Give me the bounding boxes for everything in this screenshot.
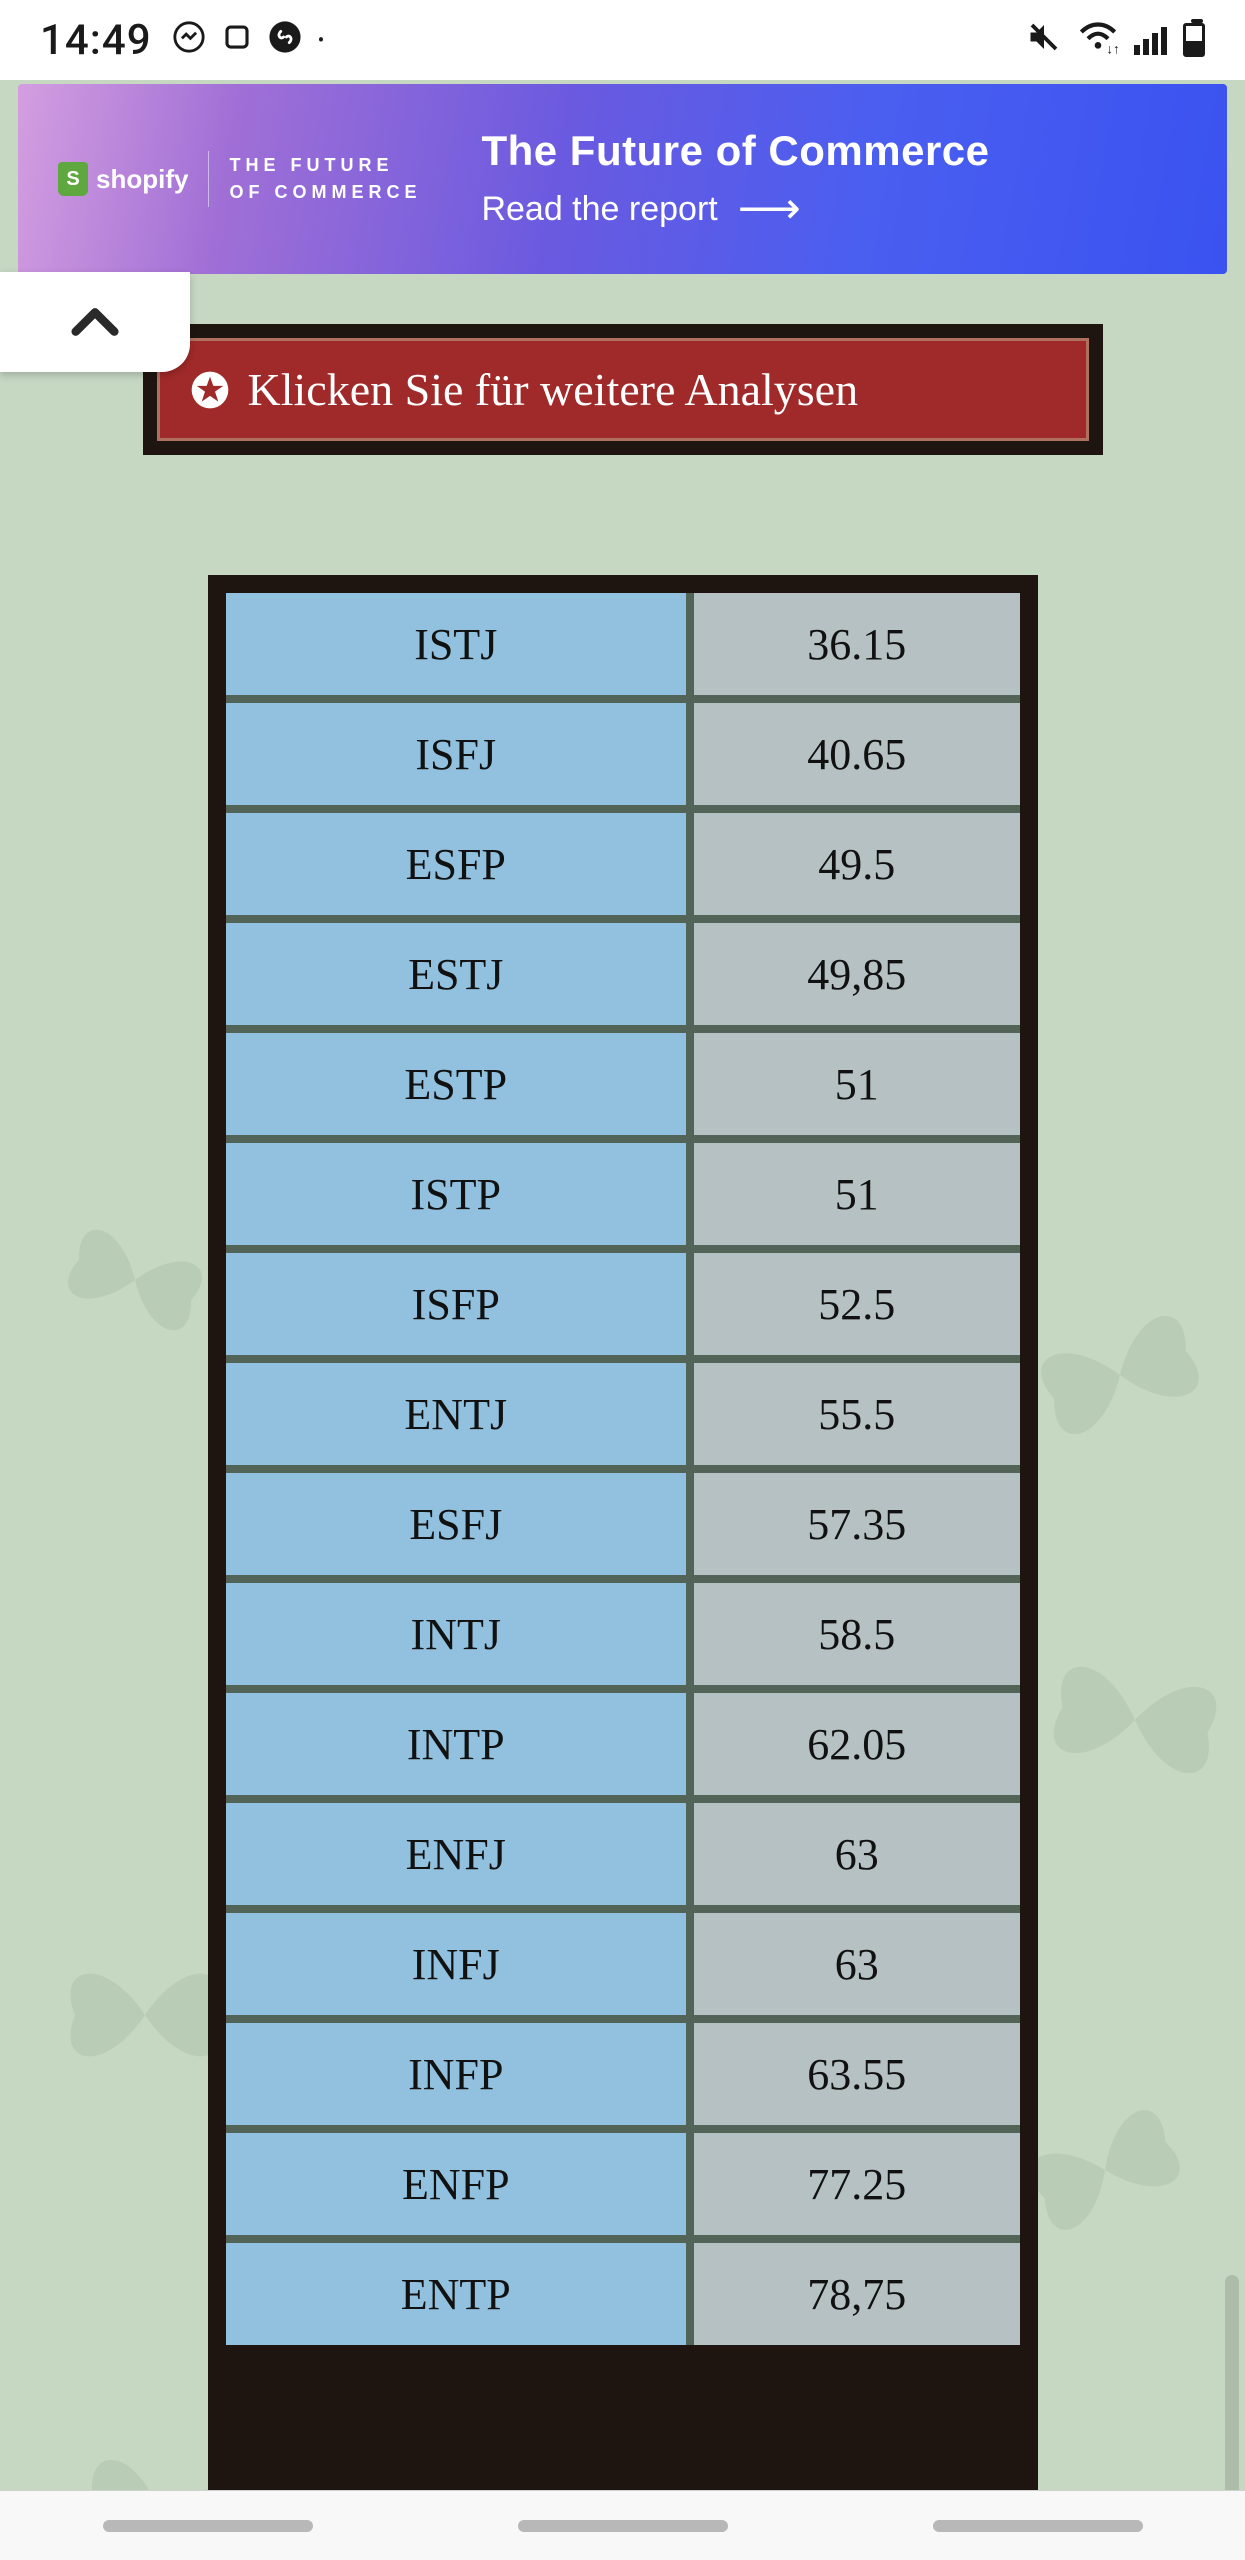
mbti-value-cell: 57.35 [694,1473,1019,1575]
mbti-type-cell: ENFJ [226,1803,687,1905]
mbti-value-cell: 55.5 [694,1363,1019,1465]
table-row: ENFP77.25 [226,2133,1020,2235]
scrollbar[interactable] [1225,2275,1239,2490]
collapse-tab[interactable] [0,272,190,372]
table-row: ISFJ40.65 [226,703,1020,805]
mbti-value-cell: 63.55 [694,2023,1019,2125]
star-badge-icon [190,370,230,410]
mbti-type-cell: ESTP [226,1033,687,1135]
mbti-type-cell: ESFP [226,813,687,915]
mbti-value-cell: 77.25 [694,2133,1019,2235]
ad-tagline-line2: OF COMMERCE [229,182,421,202]
nav-home[interactable] [518,2520,728,2532]
ad-headline: The Future of Commerce [481,127,1187,175]
mbti-table-grid: ISTJ36.15ISFJ40.65ESFP49.5ESTJ49,85ESTP5… [226,593,1020,2345]
mbti-value-cell: 51 [694,1033,1019,1135]
table-row: ISTP51 [226,1143,1020,1245]
table-row: ISFP52.5 [226,1253,1020,1355]
shopify-bag-icon: S [58,162,88,196]
table-row: ENTJ55.5 [226,1363,1020,1465]
status-left: 14:49 • [40,16,324,65]
arrow-right-icon: ⟶ [738,187,801,231]
mbti-type-cell: ISTP [226,1143,687,1245]
analysis-cta-inner: Klicken Sie für weitere Analysen [157,338,1089,441]
table-row: ENFJ63 [226,1803,1020,1905]
ad-copy: The Future of Commerce Read the report ⟶ [461,127,1187,231]
ad-cta-label: Read the report [481,190,717,229]
chevron-up-icon [66,293,124,351]
status-system-icons: ↓↑ [1026,19,1205,61]
dot-icon: • [318,30,325,50]
table-row: ESFJ57.35 [226,1473,1020,1575]
shopify-logo: S shopify [58,162,188,196]
mbti-value-cell: 49.5 [694,813,1019,915]
mbti-type-cell: INFJ [226,1913,687,2015]
mbti-type-cell: ISFP [226,1253,687,1355]
mbti-type-cell: INFP [226,2023,687,2125]
mbti-value-cell: 63 [694,1803,1019,1905]
content-area: ISTJ36.15ISFJ40.65ESFP49.5ESTJ49,85ESTP5… [0,455,1245,2490]
mbti-value-cell: 58.5 [694,1583,1019,1685]
mbti-value-cell: 40.65 [694,703,1019,805]
table-row: INTP62.05 [226,1693,1020,1795]
table-row: INFJ63 [226,1913,1020,2015]
mbti-type-cell: ESFJ [226,1473,687,1575]
wifi-icon: ↓↑ [1078,20,1118,60]
butterfly-icon [1013,1598,1245,1841]
shopify-wordmark: shopify [96,164,188,195]
mute-icon [1026,19,1062,61]
table-row: ENTP78,75 [226,2243,1020,2345]
svg-text:↓↑: ↓↑ [1106,43,1118,54]
messenger-icon [172,20,206,60]
mbti-value-cell: 63 [694,1913,1019,2015]
analysis-cta[interactable]: Klicken Sie für weitere Analysen [143,324,1103,455]
table-row: ESTJ49,85 [226,923,1020,1025]
status-notification-icons: • [172,20,325,60]
ad-tagline: THE FUTURE OF COMMERCE [229,152,421,206]
analysis-cta-label: Klicken Sie für weitere Analysen [248,363,859,416]
ad-cta[interactable]: Read the report ⟶ [481,187,1187,231]
table-row: ISTJ36.15 [226,593,1020,695]
status-bar: 14:49 • ↓↑ [0,0,1245,80]
mbti-value-cell: 62.05 [694,1693,1019,1795]
mbti-type-cell: ENFP [226,2133,687,2235]
ad-divider [208,151,209,207]
nav-recent[interactable] [103,2520,313,2532]
mbti-value-cell: 78,75 [694,2243,1019,2345]
mbti-type-cell: INTJ [226,1583,687,1685]
ad-brand-block: S shopify THE FUTURE OF COMMERCE [58,151,421,207]
shazam-icon [268,20,302,60]
mbti-table: ISTJ36.15ISFJ40.65ESFP49.5ESTJ49,85ESTP5… [208,575,1038,2490]
nav-back[interactable] [933,2520,1143,2532]
mbti-type-cell: ISFJ [226,703,687,805]
mbti-type-cell: ENTJ [226,1363,687,1465]
table-row: ESFP49.5 [226,813,1020,915]
mbti-value-cell: 51 [694,1143,1019,1245]
android-nav-bar [0,2490,1245,2560]
table-row: INTJ58.5 [226,1583,1020,1685]
square-icon [222,22,252,58]
mbti-value-cell: 52.5 [694,1253,1019,1355]
status-time: 14:49 [40,16,152,65]
mbti-type-cell: INTP [226,1693,687,1795]
battery-icon [1183,23,1205,57]
ad-tagline-line1: THE FUTURE [229,155,393,175]
signal-icon [1134,25,1167,55]
mbti-type-cell: ESTJ [226,923,687,1025]
ad-banner[interactable]: S shopify THE FUTURE OF COMMERCE The Fut… [18,84,1227,274]
table-row: INFP63.55 [226,2023,1020,2125]
mbti-value-cell: 49,85 [694,923,1019,1025]
mbti-type-cell: ENTP [226,2243,687,2345]
table-row: ESTP51 [226,1033,1020,1135]
mbti-value-cell: 36.15 [694,593,1019,695]
mbti-type-cell: ISTJ [226,593,687,695]
